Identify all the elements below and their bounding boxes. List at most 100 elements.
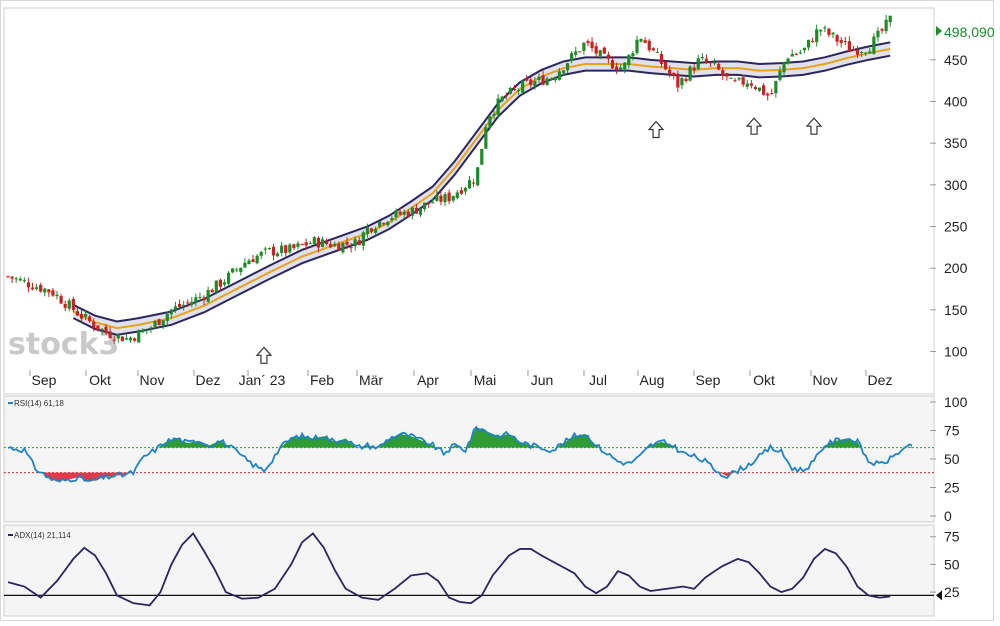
- price-ytick-label: 250: [944, 219, 968, 235]
- candle-body: [655, 51, 660, 53]
- candle-body: [373, 228, 378, 233]
- candle-body: [198, 296, 202, 298]
- candle-body: [708, 62, 713, 64]
- candle-body: [774, 80, 778, 94]
- candle-body: [500, 96, 504, 101]
- candle-body: [79, 314, 84, 319]
- candle-body: [578, 51, 582, 53]
- candle-body: [153, 321, 157, 327]
- candle-body: [423, 202, 427, 210]
- candle-body: [218, 279, 222, 287]
- adx-panel[interactable]: ADX(14) 21,114 25 50 75: [4, 529, 960, 607]
- candle-body: [504, 95, 508, 97]
- candle-body: [382, 223, 386, 225]
- x-tick-label: Dez: [196, 372, 221, 388]
- candle-body: [165, 313, 169, 321]
- candle-body: [10, 276, 14, 279]
- candle-body: [18, 278, 22, 281]
- envelope-upper-line: [72, 41, 891, 323]
- candle-body: [418, 208, 423, 215]
- adx-ytick-label: 25: [944, 584, 960, 600]
- candle-body: [606, 54, 610, 59]
- candle-body: [88, 316, 92, 322]
- candle-body: [757, 87, 762, 91]
- candle-body: [124, 338, 129, 340]
- candle-body: [815, 29, 819, 43]
- candle-body: [467, 180, 472, 189]
- candle-body: [843, 40, 847, 42]
- candle-body: [778, 70, 782, 80]
- candle-body: [145, 329, 149, 331]
- candle-body: [847, 41, 851, 52]
- candle-body: [525, 78, 529, 81]
- candle-body: [549, 78, 553, 80]
- rsi-ytick-label: 75: [944, 423, 960, 439]
- candle-body: [378, 221, 382, 227]
- candle-body: [251, 259, 255, 263]
- rsi-ytick-label: 25: [944, 480, 960, 496]
- candle-body: [84, 314, 88, 317]
- price-ytick-label: 400: [944, 94, 968, 110]
- candle-body: [202, 297, 206, 301]
- candle-body: [496, 98, 500, 115]
- candle-body: [541, 75, 545, 85]
- candle-body: [296, 243, 300, 247]
- candle-body: [688, 66, 692, 81]
- candle-body: [177, 303, 182, 307]
- candle-body: [447, 192, 451, 202]
- candle-body: [304, 242, 308, 246]
- candle-body: [316, 237, 321, 248]
- candle-body: [75, 311, 80, 316]
- candle-body: [745, 83, 749, 87]
- candle-body: [337, 243, 341, 251]
- up-arrow-marker: [255, 346, 273, 364]
- candle-body: [725, 73, 729, 77]
- candle-body: [610, 60, 615, 69]
- candle-body: [22, 280, 26, 282]
- candle-body: [71, 298, 75, 310]
- candle-body: [169, 309, 173, 315]
- candle-body: [492, 114, 496, 116]
- candle-body: [357, 240, 361, 246]
- candle-body: [128, 337, 133, 341]
- candle-body: [647, 40, 651, 51]
- candle-body: [247, 260, 251, 265]
- candle-body: [884, 19, 888, 32]
- candle-body: [443, 194, 447, 203]
- candle-body: [59, 296, 63, 304]
- price-ytick-label: 300: [944, 177, 968, 193]
- candle-body: [623, 62, 627, 70]
- adx-ytick-label: 50: [944, 556, 960, 572]
- price-panel[interactable]: stock3 100 150 200 250 300 350 400 450 Sep Okt Nov D…: [6, 14, 995, 388]
- price-ytick-label: 450: [944, 52, 968, 68]
- rsi-panel[interactable]: RSI(14) 61,18 0 25 50 75 100: [4, 394, 968, 524]
- candle-body: [684, 78, 688, 82]
- candle-body: [361, 232, 365, 246]
- candle-body: [574, 51, 578, 55]
- candle-body: [512, 88, 517, 90]
- candle-body: [455, 192, 459, 199]
- candle-body: [300, 244, 304, 246]
- candle-body: [133, 338, 137, 341]
- candle-body: [553, 77, 557, 81]
- watermark-logo: stock3: [8, 327, 119, 362]
- candle-body: [721, 69, 725, 76]
- candle-body: [819, 29, 823, 32]
- candle-body: [876, 30, 880, 38]
- candle-body: [516, 90, 521, 92]
- candle-body: [312, 237, 316, 244]
- candle-body: [210, 289, 214, 293]
- candle-body: [557, 71, 561, 80]
- candle-body: [872, 36, 876, 54]
- x-tick-label: Okt: [753, 372, 775, 388]
- candle-body: [67, 300, 71, 309]
- candle-body: [855, 49, 860, 55]
- candle-body: [741, 77, 745, 85]
- candle-body: [619, 67, 623, 70]
- rsi-ytick-label: 50: [944, 451, 960, 467]
- candle-body: [186, 302, 190, 304]
- candle-body: [30, 287, 35, 290]
- candle-body: [43, 288, 47, 293]
- candle-body: [590, 41, 594, 49]
